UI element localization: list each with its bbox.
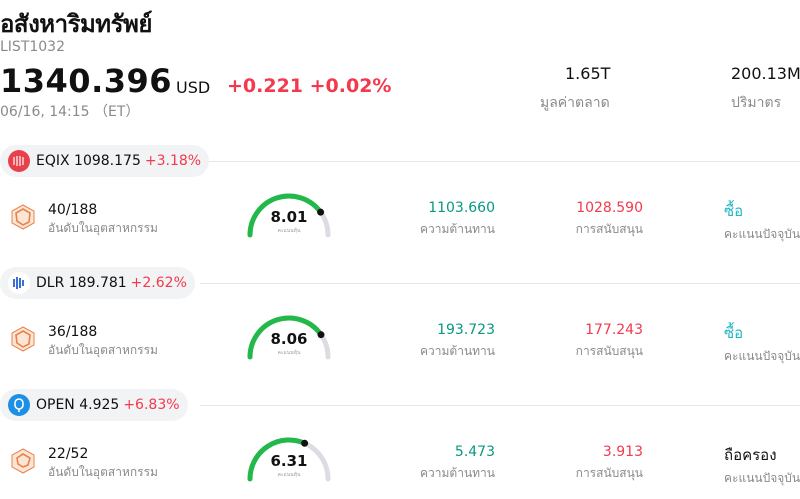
support-value: 1028.590 — [576, 200, 643, 216]
stock-score-gauge — [247, 437, 331, 482]
resistance-label: ความต้านทาน — [420, 222, 495, 236]
quote-time: 06/16, 14:15 （ET） — [0, 104, 140, 120]
resistance-value: 193.723 — [437, 322, 495, 338]
volume-label: ปริมาตร — [731, 95, 782, 111]
support-label: การสนับสนุน — [575, 222, 643, 236]
stock-change: +2.62% — [130, 275, 187, 291]
rating-label: คะแนนปัจจุบัน — [724, 471, 800, 485]
section-divider — [200, 161, 800, 162]
stock-score: 8.06 — [270, 330, 308, 348]
industry-rank-label: อันดับในอุตสาหกรรม — [48, 465, 158, 479]
rating-value: ถือครอง — [724, 446, 777, 464]
industry-rank: 22/52 — [48, 446, 89, 462]
stock-chip-open[interactable]: OPEN 4.925 +6.83% — [0, 389, 188, 421]
stock-ticker: OPEN — [36, 397, 75, 413]
digital-realty-logo-icon — [8, 272, 30, 294]
market-cap-label: มูลค่าตลาด — [540, 95, 610, 111]
index-price: 1340.396 — [0, 62, 173, 100]
section-divider — [200, 405, 800, 406]
stock-score-caption: คะแนนหุ้น — [277, 350, 301, 356]
list-code: LIST1032 — [0, 39, 65, 55]
industry-rank-icon — [11, 204, 35, 230]
stock-score-caption: คะแนนหุ้น — [277, 228, 301, 234]
industry-rank-label: อันดับในอุตสาหกรรม — [48, 343, 158, 357]
industry-rank: 36/188 — [48, 324, 98, 340]
stock-chip-eqix[interactable]: EQIX 1098.175 +3.18% — [0, 145, 210, 177]
industry-rank-icon — [11, 448, 35, 474]
support-value: 177.243 — [585, 322, 643, 338]
stock-score: 6.31 — [270, 452, 308, 470]
rating-value: ซื้อ — [724, 324, 744, 342]
stock-price: 4.925 — [79, 397, 120, 413]
resistance-label: ความต้านทาน — [420, 344, 495, 358]
stock-score-gauge — [247, 315, 331, 360]
stock-score: 8.01 — [270, 208, 308, 226]
stock-change: +6.83% — [123, 397, 180, 413]
stock-score-caption: คะแนนหุ้น — [277, 472, 301, 478]
resistance-label: ความต้านทาน — [420, 466, 495, 480]
stock-score-gauge — [247, 193, 331, 238]
opendoor-logo-icon — [8, 394, 30, 416]
stock-chip-dlr[interactable]: DLR 189.781 +2.62% — [0, 267, 195, 299]
support-label: การสนับสนุน — [575, 344, 643, 358]
resistance-value: 1103.660 — [428, 200, 495, 216]
currency-label: USD — [176, 78, 211, 97]
stock-ticker: EQIX — [36, 153, 70, 169]
industry-rank: 40/188 — [48, 202, 98, 218]
rating-value: ซื้อ — [724, 202, 744, 220]
industry-rank-label: อันดับในอุตสาหกรรม — [48, 221, 158, 235]
price-change: +0.221 +0.02% — [227, 75, 392, 97]
section-divider — [200, 283, 800, 284]
rating-label: คะแนนปัจจุบัน — [724, 227, 800, 241]
rating-label: คะแนนปัจจุบัน — [724, 349, 800, 363]
stock-change: +3.18% — [144, 153, 202, 169]
stock-price: 189.781 — [68, 275, 127, 291]
support-label: การสนับสนุน — [575, 466, 643, 480]
industry-rank-icon — [11, 326, 35, 352]
support-value: 3.913 — [602, 444, 643, 460]
page-title: อสังหาริมทรัพย์ — [0, 10, 152, 38]
equinix-logo-icon — [8, 150, 30, 172]
resistance-value: 5.473 — [454, 444, 495, 460]
market-cap-value: 1.65T — [565, 64, 611, 83]
stock-ticker: DLR — [36, 275, 65, 291]
stock-price: 1098.175 — [74, 153, 141, 169]
volume-value: 200.13M — [731, 64, 800, 83]
